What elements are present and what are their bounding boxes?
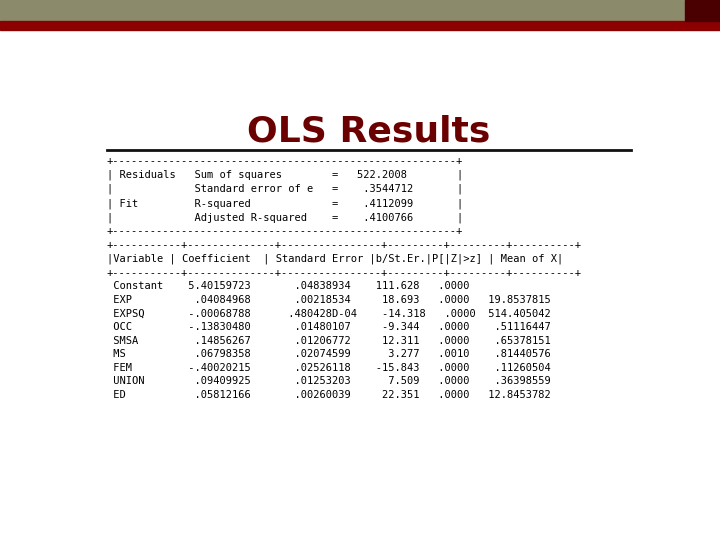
Text: +-------------------------------------------------------+
| Residuals   Sum of s: +---------------------------------------… — [107, 156, 582, 400]
Text: OLS Results: OLS Results — [247, 114, 491, 148]
